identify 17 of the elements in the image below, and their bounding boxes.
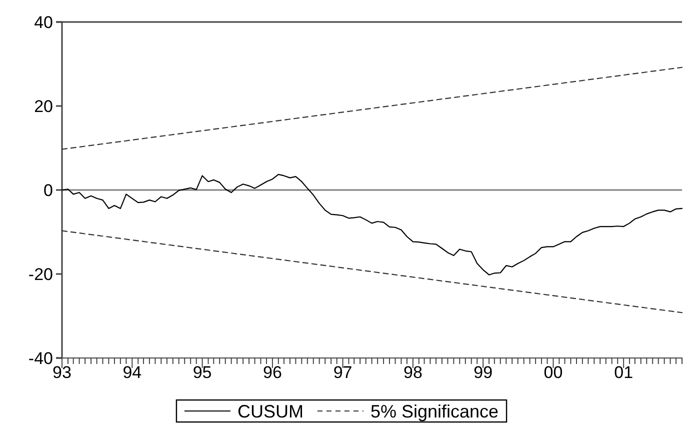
- x-tick-label: 97: [333, 363, 352, 382]
- y-tick-label: -40: [28, 349, 53, 368]
- y-tick-label: 0: [44, 181, 53, 200]
- y-tick-label: -20: [28, 265, 53, 284]
- y-tick-label: 20: [34, 97, 53, 116]
- x-tick-label: 95: [192, 363, 212, 382]
- line-series: [61, 174, 683, 276]
- x-tick-label: 93: [52, 363, 72, 382]
- y-tick-label: 40: [34, 13, 53, 32]
- x-tick-label: 00: [544, 363, 563, 382]
- legend-label: CUSUM: [237, 401, 304, 422]
- legend-label: 5% Significance: [370, 401, 499, 422]
- x-tick-label: 96: [262, 363, 282, 382]
- x-tick-label: 01: [614, 363, 634, 382]
- x-tick-label: 98: [403, 363, 422, 382]
- x-tick-label: 99: [474, 363, 493, 382]
- x-tick-label: 94: [122, 363, 142, 382]
